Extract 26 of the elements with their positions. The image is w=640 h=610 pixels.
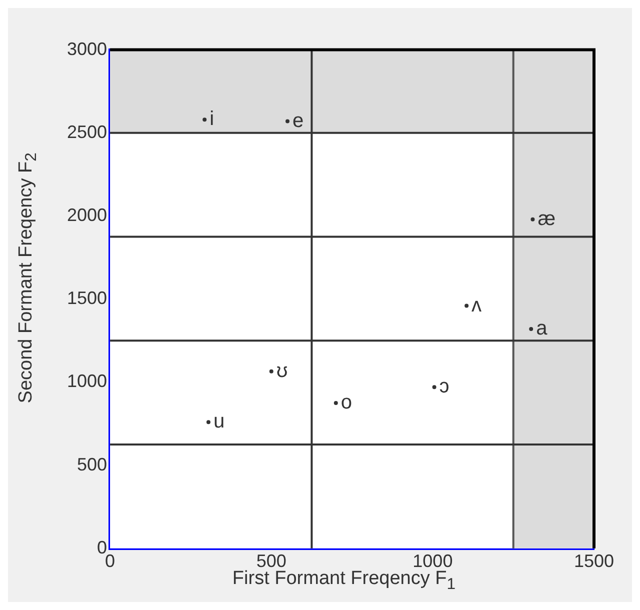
y-tick-label: 500 <box>76 454 108 474</box>
data-label: æ <box>538 208 556 230</box>
point <box>202 118 207 122</box>
point <box>529 327 534 332</box>
data-label: o <box>340 391 352 414</box>
point <box>206 420 210 424</box>
data-label: e <box>292 110 304 132</box>
data-label: i <box>210 108 214 130</box>
point <box>334 400 338 405</box>
y-tick-label: 3000 <box>66 38 108 59</box>
y-tick-label: 1000 <box>66 371 108 392</box>
y-tick-label: 2000 <box>66 204 108 225</box>
data-label: ʊ <box>276 360 288 382</box>
point <box>432 385 436 390</box>
data-label: u <box>213 410 225 433</box>
point <box>530 217 535 222</box>
y-tick-label: 0 <box>97 537 108 558</box>
y-tick-label: 2500 <box>66 122 108 142</box>
point <box>464 304 469 308</box>
point <box>269 369 274 374</box>
data-label: ɔ <box>439 376 450 398</box>
point <box>285 119 290 124</box>
y-tick-label: 1500 <box>66 288 108 308</box>
x-tick-label: 1500 <box>574 551 614 572</box>
data-label: ʌ <box>472 294 482 316</box>
data-label: a <box>536 318 548 340</box>
